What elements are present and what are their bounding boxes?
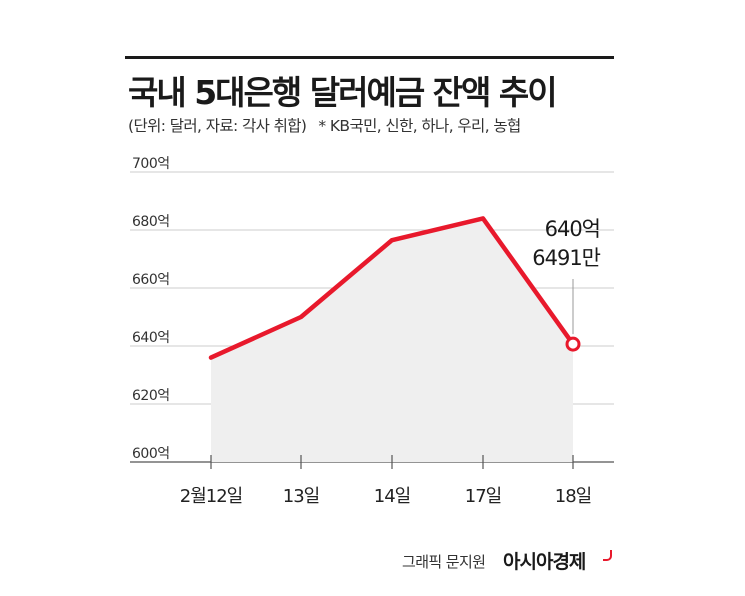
brand-logo: 아시아경제 — [503, 551, 586, 573]
x-tick-label: 13일 — [283, 486, 319, 507]
end-point-marker — [565, 336, 581, 352]
chart-title: 국내 5대은행 달러예금 잔액 추이 — [128, 73, 558, 112]
banks-note: * KB국민, 신한, 하나, 우리, 농협 — [318, 117, 521, 135]
annotation-value-line2: 6491만 — [532, 246, 600, 270]
y-tick-label: 680억 — [132, 214, 170, 230]
annotation-value-line1: 640억 — [545, 217, 600, 241]
annotation: 640억 6491만 — [532, 217, 602, 352]
series-line-path — [208, 216, 576, 360]
x-tick-label: 17일 — [465, 486, 501, 507]
y-tick-label: 600억 — [132, 446, 170, 462]
x-axis-ticks: 2월12일 13일 14일 17일 18일 — [180, 455, 592, 507]
y-tick-label: 620억 — [132, 388, 170, 404]
y-axis-ticks: 700억 680억 660억 640억 620억 600억 — [132, 156, 170, 462]
x-tick-label: 14일 — [374, 486, 410, 507]
y-tick-label: 640억 — [132, 330, 170, 346]
series-line — [208, 216, 576, 360]
area-fill — [211, 218, 573, 462]
area-shape — [211, 218, 573, 462]
brand-mark-icon — [603, 550, 612, 561]
x-tick-label: 2월12일 — [180, 486, 242, 507]
x-tick-label: 18일 — [555, 486, 591, 507]
chart-subtitle: (단위: 달러, 자료: 각사 취합) * KB국민, 신한, 하나, 우리, 농… — [128, 114, 521, 136]
graphic-credit: 그래픽 문지원 — [402, 553, 486, 571]
y-tick-label: 660억 — [132, 272, 170, 288]
y-tick-label: 700억 — [132, 156, 170, 172]
title-rule — [125, 56, 614, 59]
unit-source-note: (단위: 달러, 자료: 각사 취합) — [128, 117, 307, 135]
